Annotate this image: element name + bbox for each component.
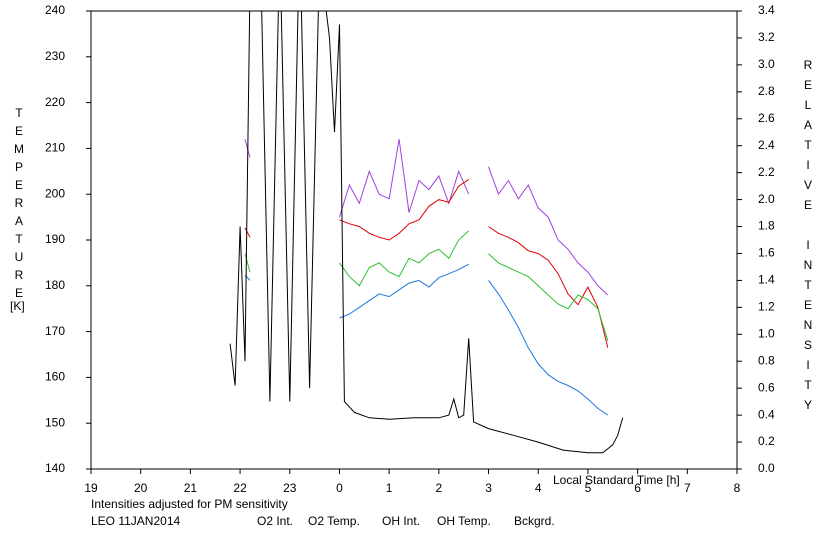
y-axis-label: TEMPERATURE bbox=[12, 106, 26, 304]
y2-tick-label: 1.0 bbox=[758, 326, 775, 340]
x-tick-label: 22 bbox=[233, 481, 247, 495]
y2-tick-label: 0.0 bbox=[758, 461, 775, 475]
plot-area bbox=[229, 11, 624, 454]
y2-tick-label: 2.0 bbox=[758, 192, 775, 206]
series-line bbox=[488, 166, 609, 296]
y2-tick-label: 0.2 bbox=[758, 434, 775, 448]
x-tick-label: 4 bbox=[535, 481, 542, 495]
y2-tick-label: 3.2 bbox=[758, 30, 775, 44]
y2-tick-label: 3.4 bbox=[758, 3, 775, 17]
x-tick-label: 5 bbox=[585, 481, 592, 495]
legend-entry: O2 Int. bbox=[257, 514, 293, 528]
x-tick-label: 3 bbox=[485, 481, 492, 495]
series-line bbox=[339, 230, 470, 287]
x-tick-label: 23 bbox=[283, 481, 297, 495]
series-line bbox=[244, 253, 251, 273]
series-line bbox=[229, 11, 624, 454]
x-tick-label: 2 bbox=[436, 481, 443, 495]
y-tick-label: 140 bbox=[45, 461, 65, 475]
series-line bbox=[244, 227, 251, 238]
y2-tick-label: 2.2 bbox=[758, 165, 775, 179]
y-tick-label: 170 bbox=[45, 324, 65, 338]
y-tick-label: 150 bbox=[45, 415, 65, 429]
y-tick-label: 230 bbox=[45, 49, 65, 63]
y2-tick-label: 1.6 bbox=[758, 246, 775, 260]
y2-tick-label: 0.4 bbox=[758, 407, 775, 421]
x-axis-label: Local Standard Time [h] bbox=[553, 473, 680, 487]
y2-tick-label: 3.0 bbox=[758, 57, 775, 71]
y2-tick-label: 0.8 bbox=[758, 353, 775, 367]
y2-tick-label: 0.6 bbox=[758, 380, 775, 394]
series-line bbox=[339, 178, 469, 241]
series-line bbox=[488, 253, 609, 341]
legend-entry: Bckgrd. bbox=[514, 514, 555, 528]
x-tick-label: 6 bbox=[634, 481, 641, 495]
legend-entry: OH Int. bbox=[382, 514, 420, 528]
x-tick-label: 20 bbox=[134, 481, 148, 495]
y-axis-unit: [K] bbox=[10, 299, 25, 313]
x-tick-label: 1 bbox=[386, 481, 393, 495]
y2-tick-label: 2.4 bbox=[758, 138, 775, 152]
y-tick-label: 190 bbox=[45, 232, 65, 246]
y2-tick-label: 2.8 bbox=[758, 84, 775, 98]
x-tick-label: 7 bbox=[684, 481, 691, 495]
x-tick-label: 8 bbox=[734, 481, 741, 495]
legend-entry: O2 Temp. bbox=[308, 514, 360, 528]
y2-tick-label: 1.4 bbox=[758, 273, 775, 287]
station-label: LEO 11JAN2014 bbox=[91, 514, 180, 528]
y-tick-label: 240 bbox=[45, 3, 65, 17]
legend-entry: OH Temp. bbox=[437, 514, 491, 528]
y2-tick-label: 1.2 bbox=[758, 300, 775, 314]
note: Intensities adjusted for PM sensitivity bbox=[91, 497, 288, 511]
series-line bbox=[488, 280, 609, 416]
y-tick-label: 200 bbox=[45, 186, 65, 200]
x-tick-label: 19 bbox=[84, 481, 98, 495]
y-tick-label: 180 bbox=[45, 278, 65, 292]
y2-tick-label: 1.8 bbox=[758, 219, 775, 233]
y2-tick-label: 2.6 bbox=[758, 111, 775, 125]
y-tick-label: 210 bbox=[45, 141, 65, 155]
x-tick-label: 21 bbox=[184, 481, 198, 495]
y-tick-label: 160 bbox=[45, 370, 65, 384]
y2-axis-label: RELATIVE INTENSITY bbox=[801, 58, 815, 418]
series-line bbox=[339, 139, 470, 218]
series-line bbox=[339, 263, 469, 319]
series-line bbox=[488, 226, 609, 348]
y-tick-label: 220 bbox=[45, 95, 65, 109]
x-tick-label: 0 bbox=[336, 481, 343, 495]
